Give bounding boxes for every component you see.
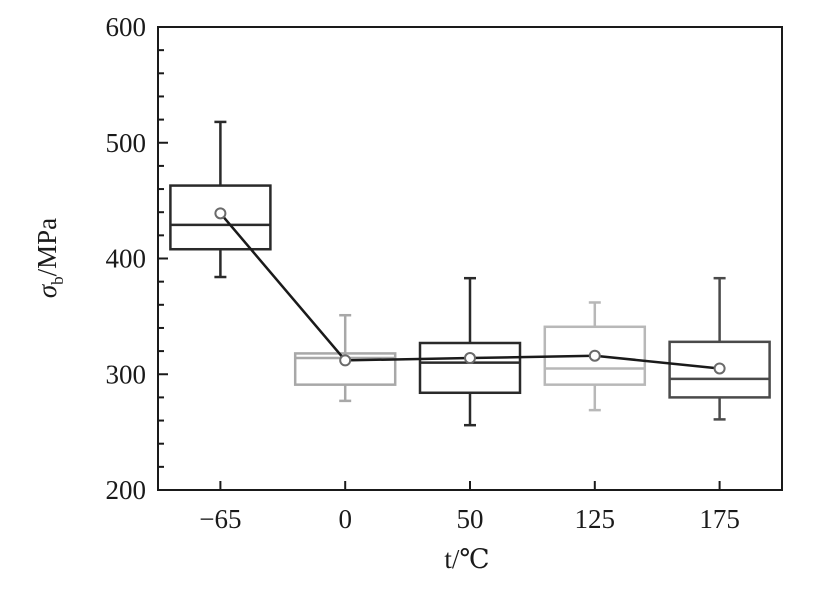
mean-trend — [214, 207, 726, 375]
x-tick-label: 175 — [699, 504, 740, 534]
mean-marker — [588, 349, 601, 362]
x-tick-label: 125 — [575, 504, 616, 534]
y-tick-label: 300 — [106, 359, 147, 389]
box-175 — [668, 276, 771, 421]
y-axis: 200 300 400 500 600 — [106, 12, 168, 505]
y-tick-label: 500 — [106, 128, 147, 158]
y-tick-label: 200 — [106, 475, 147, 505]
iqr-box — [418, 341, 522, 395]
y-tick-label: 400 — [106, 244, 147, 274]
mean-marker — [464, 352, 476, 365]
mean-marker — [339, 354, 352, 367]
x-tick-label: 50 — [457, 504, 484, 534]
box-50 — [418, 276, 522, 427]
x-tick-label: 0 — [338, 504, 352, 534]
x-tick-label: −65 — [199, 504, 241, 534]
x-axis: −65 0 50 125 175 — [199, 481, 740, 534]
mean-marker — [713, 362, 726, 375]
mean-marker — [214, 207, 227, 220]
y-axis-symbol: σ — [32, 283, 62, 298]
y-axis-label: σb/MPa — [32, 218, 67, 298]
y-axis-unit: /MPa — [32, 218, 62, 277]
y-axis-subscript: b — [48, 276, 67, 285]
box-series — [169, 120, 771, 427]
x-axis-label: t/℃ — [444, 544, 489, 574]
y-tick-label: 600 — [106, 12, 147, 42]
